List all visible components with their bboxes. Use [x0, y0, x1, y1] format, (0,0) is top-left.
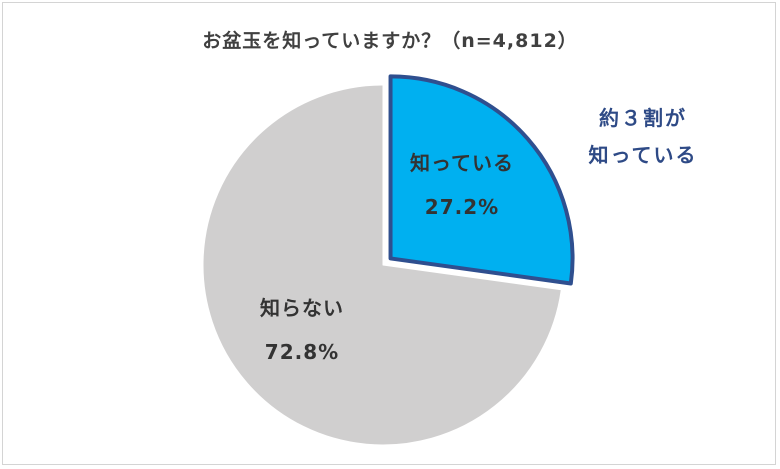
pie-labels: 知っている 27.2% 知らない 72.8%: [260, 151, 514, 364]
slice-label: 知っている: [410, 151, 514, 175]
slice-value-label: 27.2%: [425, 195, 499, 219]
slice-value-label: 72.8%: [265, 340, 339, 364]
chart-title: お盆玉を知っていますか？（n=4,812）: [202, 30, 578, 52]
annotation-line-1: 約３割が: [599, 106, 687, 130]
slice-label: 知らない: [260, 296, 344, 320]
chart-annotation: 約３割が 知っている: [578, 100, 708, 174]
slice-unknown: [202, 84, 562, 446]
annotation-line-2: 知っている: [588, 143, 698, 167]
slice-known: [388, 74, 575, 286]
pie-slices: [202, 74, 575, 446]
